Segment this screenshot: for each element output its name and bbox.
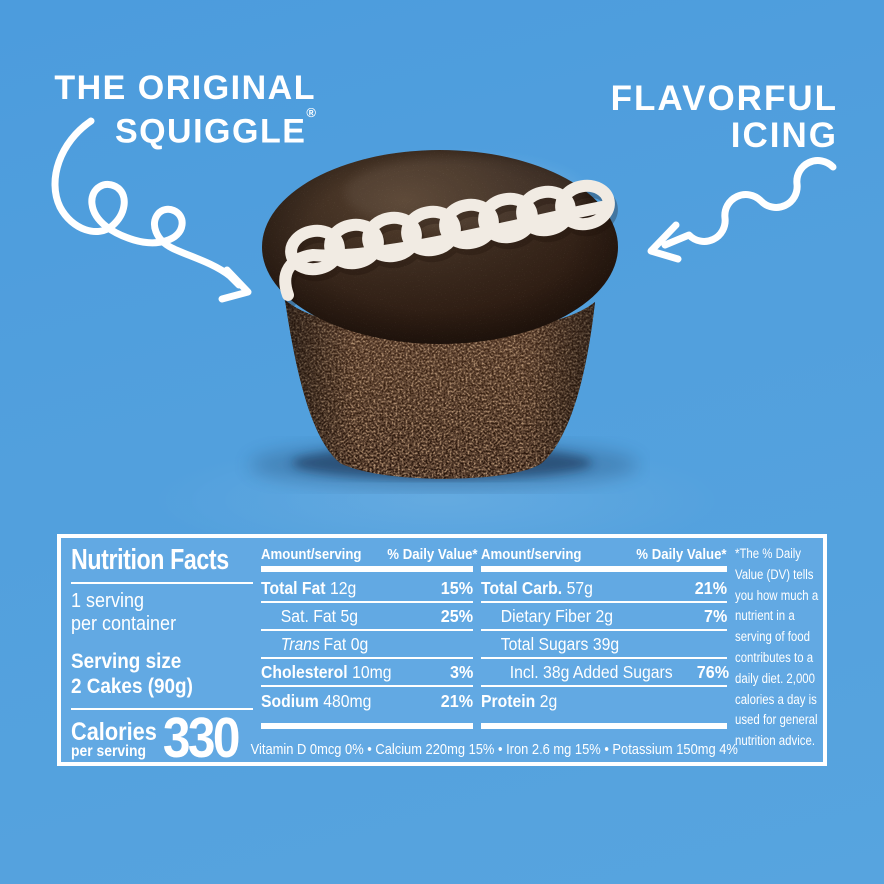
calories-sub-label: per serving — [71, 743, 147, 760]
cupcake-photo — [249, 150, 639, 489]
servings-per-container-line1: 1 serving — [71, 590, 145, 612]
thick-divider — [481, 566, 727, 572]
daily-value-header: % Daily Value* — [387, 546, 478, 563]
nutrition-facts-panel: Nutrition Facts 1 serving per container … — [57, 534, 827, 767]
thick-divider — [261, 566, 473, 572]
calories-value: 330 — [162, 706, 241, 770]
callout-line-2: ICING — [730, 116, 838, 155]
nutrient-row-cholesterol: Cholesterol 10mg 3% — [261, 659, 473, 687]
nutrient-row-total-carb: Total Carb. 57g 21% — [481, 575, 727, 603]
icing-squiggle — [279, 179, 618, 307]
servings-per-container-line2: per container — [71, 613, 177, 635]
callout-flavorful-icing: FLAVORFUL ICING — [576, 80, 838, 154]
nutrient-row-dietary-fiber: Dietary Fiber 2g 7% — [481, 603, 727, 631]
amount-serving-header: Amount/serving — [261, 546, 362, 563]
micronutrients-line: Vitamin D 0mcg 0% • Calcium 220mg 15% • … — [250, 741, 738, 758]
cupcake-cake-base — [285, 300, 595, 479]
nutrient-row-protein: Protein 2g — [481, 690, 558, 711]
divider — [71, 582, 253, 584]
callout-line-1: FLAVORFUL — [610, 79, 838, 118]
nutrition-summary-column: Nutrition Facts 1 serving per container … — [71, 544, 253, 767]
thick-divider — [481, 723, 727, 729]
wavy-arrow-icon — [647, 157, 837, 263]
nutrition-facts-title: Nutrition Facts — [71, 544, 229, 576]
divider — [71, 708, 253, 710]
calories-label: Calories — [71, 718, 157, 746]
serving-size-value: 2 Cakes (90g) — [71, 675, 193, 698]
nutrient-row-total-fat: Total Fat 12g 15% — [261, 575, 473, 603]
daily-value-footnote: *The % Daily Value (DV) tells you how mu… — [735, 546, 819, 749]
nutrients-column-right: Amount/serving % Daily Value* Total Carb… — [481, 544, 729, 732]
serving-size-label: Serving size — [71, 650, 182, 673]
nutrients-column-left: Amount/serving % Daily Value* Total Fat 1… — [261, 544, 478, 732]
nutrient-row-sat-fat: Sat. Fat 5g 25% — [261, 603, 473, 631]
calories-block: Calories per serving 330 — [71, 710, 240, 767]
nutrient-row-added-sugars: Incl. 38g Added Sugars 76% — [481, 659, 729, 687]
column-header: Amount/serving % Daily Value* — [481, 544, 727, 563]
amount-serving-header: Amount/serving — [481, 546, 582, 563]
callout-line-1: THE ORIGINAL — [54, 69, 316, 107]
nutrient-row-trans-fat: Trans Fat 0g — [261, 631, 473, 659]
registered-mark: ® — [306, 105, 316, 120]
daily-value-header: % Daily Value* — [636, 546, 727, 563]
nutrient-row-sodium: Sodium 480mg 21% — [261, 690, 473, 711]
column-header: Amount/serving % Daily Value* — [261, 544, 478, 563]
nutrient-row-total-sugars: Total Sugars 39g — [481, 631, 727, 659]
calories-labels: Calories per serving — [71, 718, 157, 761]
thick-divider — [261, 723, 473, 729]
